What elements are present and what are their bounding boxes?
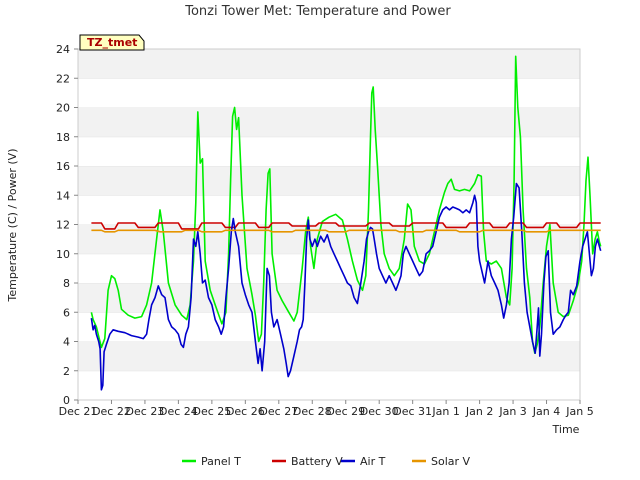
x-tick-label: Dec 25	[192, 405, 231, 418]
grid-band	[78, 49, 580, 79]
x-tick-label: Dec 24	[159, 405, 198, 418]
y-tick-label: 16	[56, 160, 70, 173]
x-tick-label: Dec 27	[259, 405, 298, 418]
series-line-air-t	[90, 182, 602, 391]
x-tick-label: Dec 28	[293, 405, 332, 418]
y-tick-label: 14	[56, 189, 70, 202]
x-tick-label: Dec 29	[326, 405, 365, 418]
x-tick-label: Jan 1	[431, 405, 459, 418]
x-tick-label: Dec 31	[393, 405, 432, 418]
grid-band	[78, 341, 580, 371]
y-tick-label: 4	[63, 336, 70, 349]
y-tick-label: 0	[63, 394, 70, 407]
chart-title: Tonzi Tower Met: Temperature and Power	[184, 4, 451, 19]
x-tick-label: Dec 21	[59, 405, 98, 418]
y-tick-label: 18	[56, 131, 70, 144]
y-tick-label: 12	[56, 219, 70, 232]
y-tick-label: 20	[56, 102, 70, 115]
grid-band	[78, 312, 580, 342]
y-tick-label: 2	[63, 365, 70, 378]
grid-band	[78, 195, 580, 225]
x-tick-label: Jan 2	[465, 405, 493, 418]
x-tick-label: Jan 4	[532, 405, 560, 418]
tag-box: TZ_tmet	[79, 34, 145, 51]
legend-label-air-t: Air T	[360, 455, 386, 468]
grid-band	[78, 107, 580, 137]
grid-bands	[78, 48, 580, 400]
tag-label: TZ_tmet	[87, 36, 137, 49]
x-tick-label: Dec 22	[92, 405, 131, 418]
series-lines	[90, 55, 602, 391]
legend-label-panel-t: Panel T	[201, 455, 241, 468]
series-line-solar-v	[91, 229, 601, 233]
legend-label-battery-v: Battery V	[291, 455, 343, 468]
y-tick-label: 8	[63, 277, 70, 290]
x-tick-label: Dec 26	[226, 405, 265, 418]
y-tick-label: 24	[56, 43, 70, 56]
y-tick-label: 22	[56, 72, 70, 85]
grid-band	[78, 136, 580, 166]
x-tick-label: Dec 23	[126, 405, 165, 418]
legend-label-solar-v: Solar V	[431, 455, 471, 468]
y-axis-label: Temperature (C) / Power (V)	[6, 148, 19, 302]
x-tick-label: Jan 3	[498, 405, 526, 418]
grid-band	[78, 166, 580, 196]
x-tick-label: Jan 5	[565, 405, 593, 418]
grid-band	[78, 253, 580, 283]
y-tick-label: 10	[56, 248, 70, 261]
y-tick-label: 6	[63, 306, 70, 319]
x-tick-label: Dec 30	[360, 405, 399, 418]
x-axis-label: Time	[552, 423, 580, 436]
grid-band	[78, 370, 580, 400]
legend: Panel T Battery V Air T Solar V	[182, 455, 471, 468]
grid-band	[78, 78, 580, 108]
